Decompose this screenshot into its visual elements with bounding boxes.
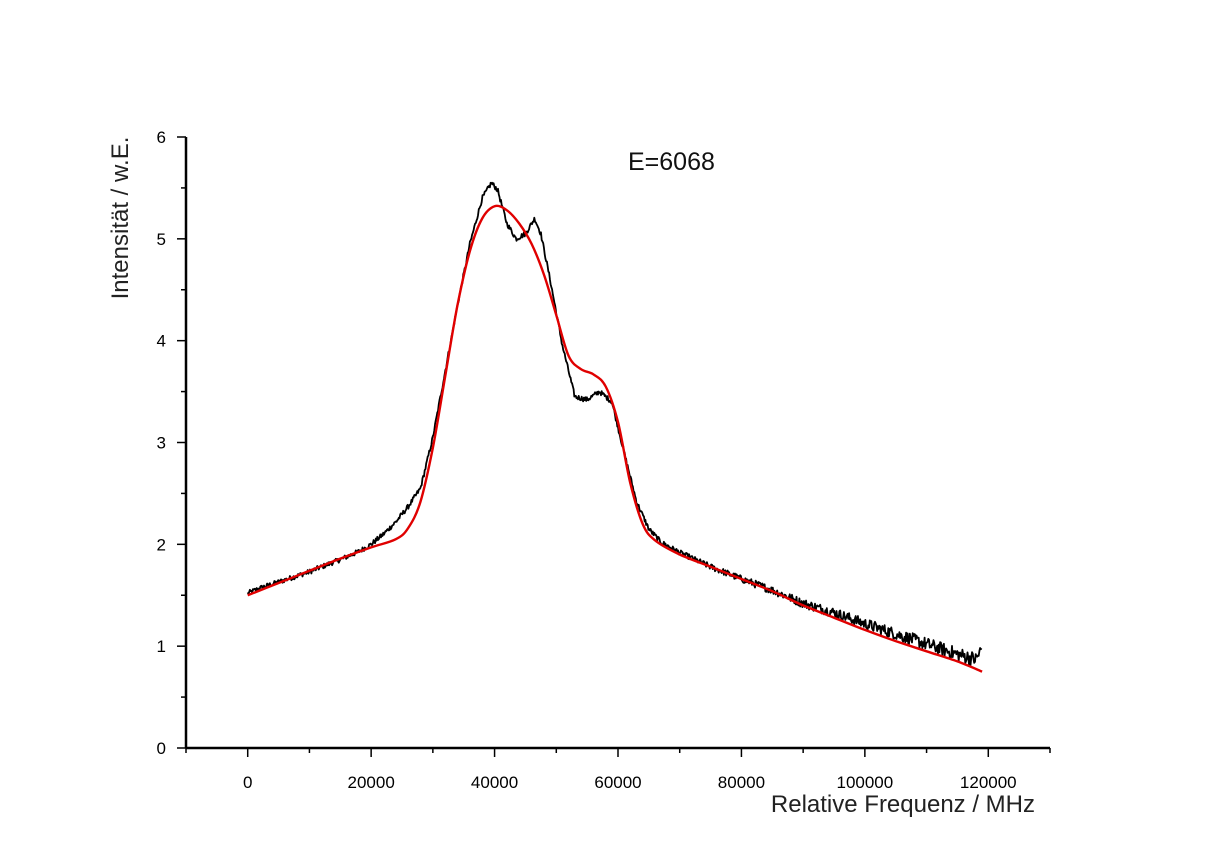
y-tick-label: 1	[157, 637, 166, 656]
fit-curve-line	[247, 204, 983, 673]
y-tick-label: 6	[157, 128, 166, 147]
y-tick-label: 5	[157, 230, 166, 249]
x-tick-label: 100000	[836, 773, 893, 792]
y-tick-label: 0	[157, 739, 166, 758]
axes: 0 20000 40000 60000 80000 100000 120000 0 1 2 3 4 5 6	[157, 128, 1051, 792]
x-tick-label: 40000	[471, 773, 518, 792]
series-layer	[246, 181, 983, 673]
x-tick-label: 80000	[718, 773, 765, 792]
x-tick-label: 120000	[960, 773, 1017, 792]
x-axis-title: Relative Frequenz / MHz	[771, 791, 1035, 818]
x-tick-label: 20000	[348, 773, 395, 792]
y-tick-label: 3	[157, 434, 166, 453]
y-tick-label: 4	[157, 332, 166, 351]
y-tick-label: 2	[157, 535, 166, 554]
energy-annotation: E=6068	[628, 148, 715, 176]
y-axis-title: Intensität / w.E.	[107, 137, 134, 300]
x-tick-label: 0	[243, 773, 252, 792]
measured-signal-line	[246, 181, 983, 666]
x-tick-label: 60000	[594, 773, 641, 792]
